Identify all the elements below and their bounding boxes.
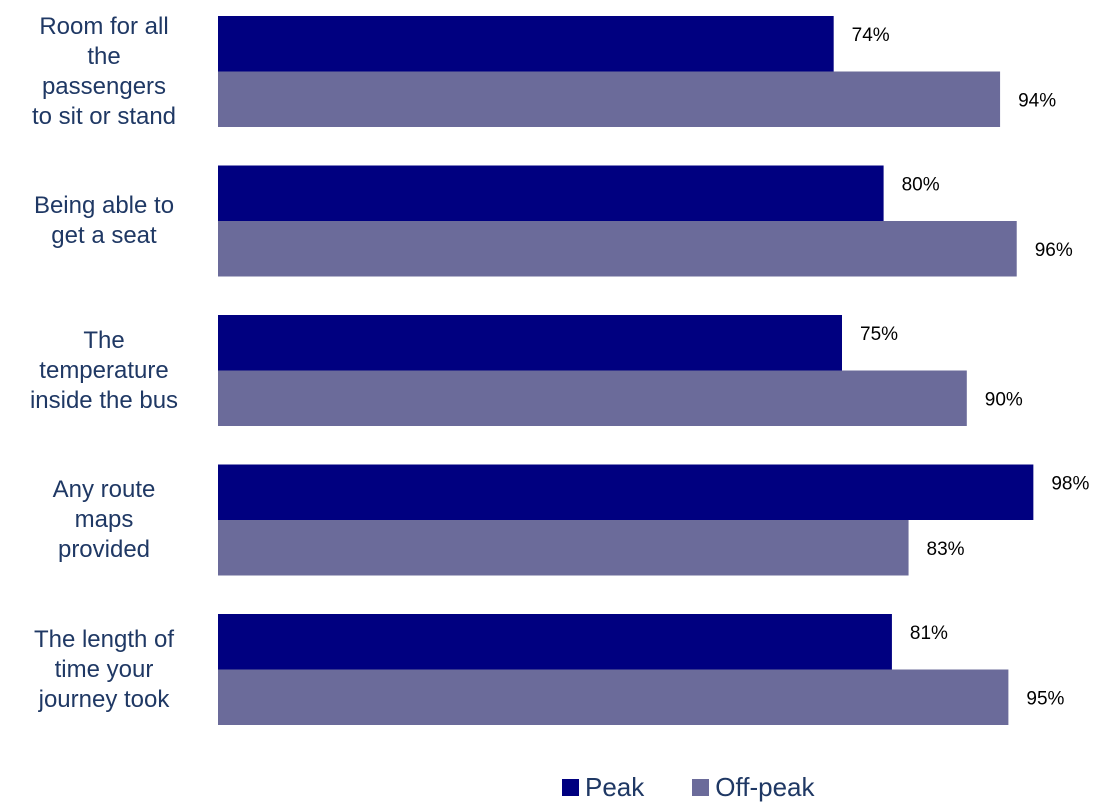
- category-label-0: Room for all the passengers to sit or st…: [31, 12, 177, 130]
- legend-swatch-peak: [562, 778, 579, 796]
- bar-peak-1: [218, 165, 884, 221]
- legend-label-off-peak: Off-peak: [715, 771, 815, 802]
- bar-off-peak-2: [218, 370, 967, 426]
- bar-off-peak-1: [218, 221, 1017, 277]
- legend-swatch-off-peak: [692, 778, 710, 796]
- value-label-peak-0: 74%: [852, 25, 890, 46]
- bar-peak-3: [218, 464, 1034, 520]
- value-label-off-peak-2: 90%: [985, 389, 1023, 410]
- legend-item-peak: Peak: [562, 772, 644, 803]
- bar-peak-0: [218, 16, 834, 72]
- category-label-3: Any route maps provided: [52, 476, 156, 563]
- category-label-2: The temperature inside the bus: [29, 326, 179, 414]
- category-label-4: The length of time your journey took: [33, 625, 175, 713]
- value-label-off-peak-3: 83%: [927, 539, 965, 560]
- value-label-off-peak-1: 96%: [1035, 240, 1073, 261]
- value-label-off-peak-0: 94%: [1018, 90, 1056, 111]
- value-label-peak-3: 98%: [1051, 473, 1089, 494]
- bar-off-peak-3: [218, 520, 909, 576]
- bar-off-peak-4: [218, 669, 1009, 725]
- category-label-1: Being able to get a seat: [33, 192, 175, 249]
- bar-peak-4: [218, 614, 892, 670]
- bar-off-peak-0: [218, 71, 1001, 127]
- value-label-off-peak-4: 95%: [1026, 688, 1064, 709]
- legend: Peak Off-peak: [562, 772, 863, 802]
- legend-item-off-peak: Off-peak: [692, 771, 815, 803]
- value-label-peak-2: 75%: [860, 324, 898, 345]
- value-label-peak-1: 80%: [902, 174, 940, 195]
- legend-label-peak: Peak: [585, 771, 645, 802]
- bar-peak-2: [218, 315, 842, 371]
- value-label-peak-4: 81%: [910, 623, 948, 644]
